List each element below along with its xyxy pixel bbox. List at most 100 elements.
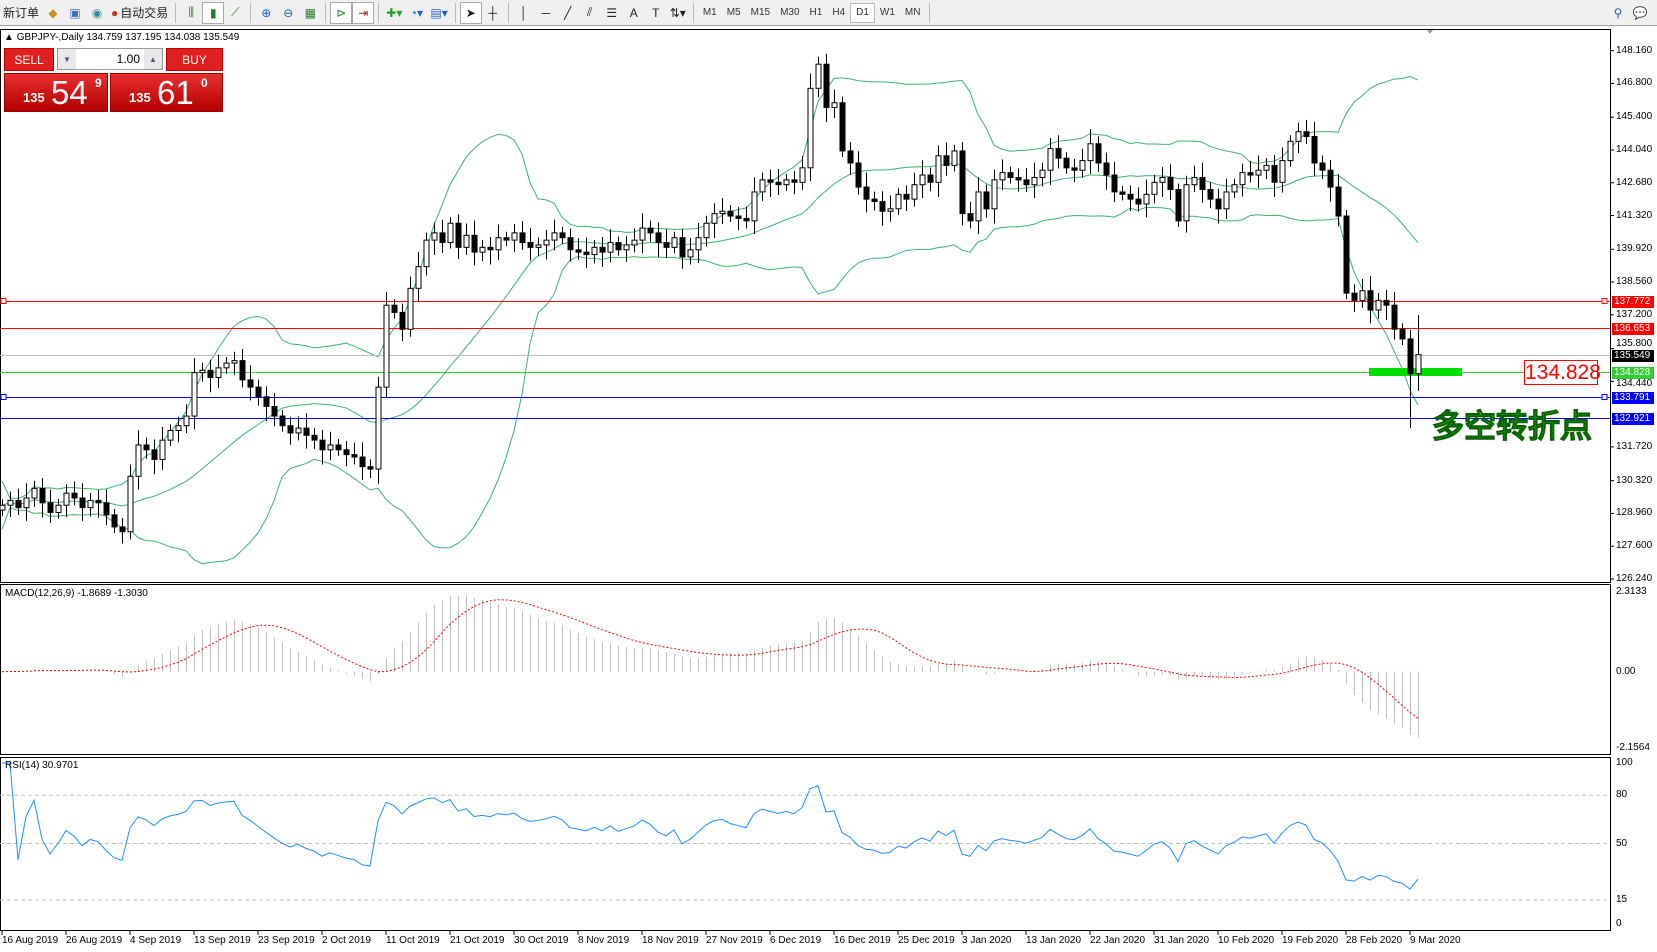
- timeframe-m15[interactable]: M15: [750, 7, 771, 18]
- bear-candle: [351, 454, 358, 458]
- price-tick-label: 131.720: [1616, 440, 1653, 452]
- price-tick-label: 128.960: [1616, 507, 1653, 519]
- trendline-icon[interactable]: ╱: [564, 5, 572, 20]
- rsi-tick-label: 50: [1616, 837, 1628, 849]
- signal-icon[interactable]: ◉: [91, 5, 103, 20]
- bear-candle: [767, 179, 774, 183]
- zoom-out-icon[interactable]: ⊖: [283, 5, 294, 20]
- timeframe-h1[interactable]: H1: [809, 7, 823, 18]
- time-axis-label: 16 Dec 2019: [834, 935, 891, 946]
- lot-value[interactable]: 1.00: [116, 52, 140, 66]
- equidistant-channel-icon[interactable]: ⫽: [587, 5, 593, 19]
- time-axis-label: 27 Nov 2019: [706, 935, 763, 946]
- sell-price[interactable]: 135 54 9: [4, 73, 108, 112]
- bull-candle: [1047, 148, 1054, 171]
- bull-candle: [895, 193, 902, 210]
- symbol-ohlc: GBPJPY-,Daily 134.759 137.195 134.038 13…: [16, 32, 240, 43]
- add-indicator-icon[interactable]: ✚▾: [386, 5, 403, 20]
- price-tick-label: 139.920: [1616, 243, 1653, 255]
- time-axis-label: 28 Feb 2020: [1346, 935, 1403, 946]
- templates-icon[interactable]: ▤▾: [430, 5, 448, 20]
- bull-candle: [63, 492, 70, 506]
- bear-candle: [391, 304, 398, 313]
- buy-button[interactable]: BUY: [166, 48, 223, 71]
- bear-candle: [1351, 292, 1358, 301]
- search-icon[interactable]: ⚲: [1613, 5, 1623, 20]
- bear-candle: [1367, 290, 1374, 311]
- bull-candle: [215, 367, 222, 378]
- bar-chart-icon[interactable]: ⫼: [188, 5, 195, 19]
- bull-candle: [383, 304, 390, 388]
- auto-trading-button[interactable]: ● 自动交易: [108, 2, 171, 24]
- sell-price-prefix: 135: [23, 90, 45, 105]
- time-axis-label: 2 Oct 2019: [322, 935, 371, 946]
- bear-candle: [1399, 328, 1406, 340]
- timeframe-m1[interactable]: M1: [702, 7, 717, 18]
- timeframe-d1[interactable]: D1: [850, 2, 875, 23]
- time-axis-label: 22 Jan 2020: [1090, 935, 1146, 946]
- timeframe-m5[interactable]: M5: [726, 7, 741, 18]
- pivot-annotation-text[interactable]: 多空转折点: [1431, 407, 1593, 446]
- text-label-icon[interactable]: T: [652, 5, 660, 20]
- lot-decrease-icon[interactable]: ▼: [58, 49, 76, 69]
- bear-candle: [263, 396, 270, 407]
- timeframe-h4[interactable]: H4: [832, 7, 846, 18]
- bull-candle: [1279, 160, 1286, 183]
- chat-icon[interactable]: 💬: [1632, 5, 1648, 20]
- bull-candle: [479, 246, 486, 253]
- autoscroll-icon[interactable]: ⇥: [352, 1, 375, 24]
- bear-candle: [1343, 215, 1350, 294]
- periods-clock-icon[interactable]: ◔▾: [409, 5, 423, 20]
- vertical-line-icon[interactable]: │: [519, 5, 528, 20]
- bear-candle: [303, 427, 310, 436]
- timeframe-m30[interactable]: M30: [780, 7, 800, 18]
- zoom-in-icon[interactable]: ⊕: [261, 5, 272, 20]
- navigator-icon[interactable]: ▣: [69, 5, 81, 20]
- line-anchor-handle: [1601, 394, 1608, 400]
- time-axis-label: 13 Sep 2019: [194, 935, 251, 946]
- arrows-icon[interactable]: ⇅▾: [669, 5, 686, 20]
- price-tick-label: 137.200: [1616, 308, 1653, 320]
- bear-candle: [439, 232, 446, 244]
- lot-increase-icon[interactable]: ▲: [144, 49, 162, 69]
- bear-candle: [399, 311, 406, 330]
- price-tick-label: 145.400: [1616, 111, 1653, 123]
- timeframe-mn[interactable]: MN: [904, 7, 921, 18]
- bear-candle: [599, 246, 606, 253]
- bear-candle: [1007, 172, 1014, 178]
- bear-candle: [39, 487, 46, 504]
- chart-shift-icon[interactable]: ⊳: [330, 1, 353, 24]
- bear-candle: [903, 193, 910, 200]
- separator: [692, 2, 694, 23]
- timeframe-w1[interactable]: W1: [879, 7, 895, 18]
- lot-size-input[interactable]: ▼ 1.00 ▲: [57, 48, 163, 70]
- fibonacci-icon[interactable]: ☰: [606, 5, 618, 20]
- bull-candle: [623, 244, 630, 251]
- tile-windows-icon[interactable]: ▦: [304, 5, 316, 20]
- gold-bars-icon[interactable]: ◆: [48, 5, 58, 20]
- sell-button[interactable]: SELL: [4, 48, 54, 71]
- horizontal-line-icon[interactable]: ─: [541, 5, 550, 20]
- candlestick-icon[interactable]: ▮: [202, 1, 225, 24]
- bull-candle: [463, 234, 470, 248]
- bear-candle: [983, 191, 990, 210]
- price-tick-label: 141.320: [1616, 209, 1653, 221]
- cursor-icon[interactable]: ➤: [459, 1, 482, 24]
- line-chart-icon[interactable]: ⟋: [231, 5, 240, 19]
- bull-candle: [711, 213, 718, 224]
- price-tick-label: 135.800: [1616, 337, 1653, 349]
- crosshair-icon[interactable]: ┼: [488, 5, 497, 20]
- price-annotation-box[interactable]: 134.828: [1524, 360, 1601, 385]
- separator: [175, 2, 177, 23]
- price-line-label: 137.772: [1612, 295, 1654, 308]
- bear-candle: [455, 222, 462, 248]
- buy-price[interactable]: 135 61 0: [110, 73, 223, 112]
- bull-candle: [447, 222, 454, 244]
- bear-candle: [103, 502, 110, 516]
- macd-tick-label: -2.1564: [1616, 742, 1650, 753]
- bull-candle: [1231, 184, 1238, 193]
- text-icon[interactable]: A: [629, 5, 638, 20]
- new-order-button[interactable]: 新订单: [3, 6, 40, 20]
- time-axis-label: 21 Oct 2019: [450, 935, 505, 946]
